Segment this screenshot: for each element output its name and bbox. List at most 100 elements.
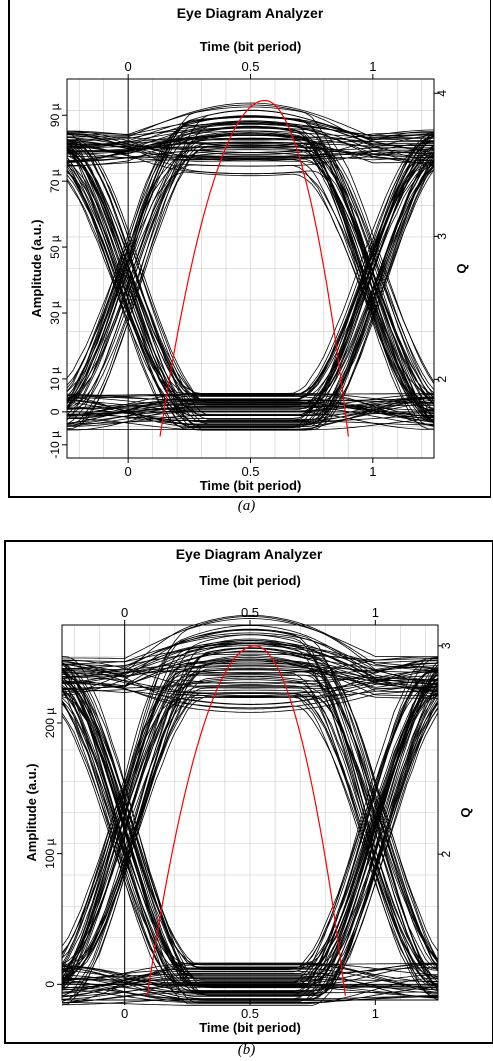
eye-trace: [61, 628, 439, 983]
q-tick-label: 3: [435, 233, 449, 240]
eye-trace: [67, 413, 435, 422]
eye-trace: [61, 679, 438, 699]
eye-trace: [66, 140, 435, 417]
x-tick-label-bottom: 1: [372, 1006, 379, 1021]
eye-trace: [61, 643, 439, 980]
eye-trace: [61, 632, 439, 681]
eye-trace: [61, 659, 439, 974]
eye-trace: [66, 126, 435, 415]
x-tick-label-top: 0: [125, 59, 132, 74]
y-tick-label: 0: [48, 408, 62, 415]
eye-trace: [61, 681, 439, 713]
eye-diagram-panel-a: Eye Diagram Analyzer 0 0 0.5 0.5 1 1 Time (bit…: [8, 0, 491, 498]
y-tick-label: 200 µ: [43, 708, 57, 738]
eye-trace: [61, 962, 439, 1004]
eye-trace: [66, 141, 435, 396]
eye-trace: [67, 109, 435, 410]
q-factor-curve: [146, 645, 346, 996]
x-tick-label-top: 0.5: [241, 59, 259, 74]
x-tick-label-bottom: 0: [121, 1006, 128, 1021]
eye-trace: [66, 141, 434, 429]
eye-diagram-panel-b: Eye Diagram Analyzer 0 0 0.5 0.5 1 1 Time (bit…: [4, 540, 493, 1044]
eye-trace: [61, 991, 438, 1003]
eye-trace: [66, 137, 435, 161]
x-tick-label-bottom: 0: [125, 464, 132, 479]
q-tick-label: 4: [435, 90, 449, 97]
eye-trace: [66, 139, 435, 418]
eye-trace: [61, 656, 439, 955]
x-tick-label-top: 1: [369, 59, 376, 74]
eye-trace: [61, 696, 439, 997]
eye-trace: [66, 411, 434, 430]
eye-trace: [61, 669, 439, 968]
eye-trace: [61, 681, 439, 970]
eye-trace: [66, 123, 435, 426]
eye-trace: [66, 136, 435, 163]
chart-title: Eye Diagram Analyzer: [176, 5, 324, 21]
chart-title: Eye Diagram Analyzer: [175, 546, 323, 562]
caption-b: (b): [237, 1042, 256, 1058]
y-tick-label: 0: [43, 981, 57, 988]
eye-trace: [61, 681, 439, 995]
eye-trace: [61, 663, 439, 982]
q-factor-curve: [159, 99, 349, 437]
q-tick-label: 2: [435, 376, 449, 383]
eye-trace: [66, 146, 435, 164]
eye-trace: [66, 141, 435, 425]
eye-trace: [61, 665, 438, 677]
x-tick-label-bottom: 0.5: [241, 464, 259, 479]
eye-trace: [66, 398, 434, 424]
eye-diagram-chart-a: 0 0 0.5 0.5 1 1 Time (bit period) Time (bit per…: [29, 39, 469, 493]
y-tick-label: 90 µ: [48, 103, 62, 127]
x-tick-label-top: 0: [121, 605, 128, 620]
q-axis-label: Q: [458, 807, 473, 817]
eye-trace: [66, 152, 435, 425]
eye-trace: [66, 163, 435, 424]
eye-trace: [61, 963, 438, 998]
x-tick-label-bottom: 0.5: [241, 1006, 259, 1021]
x-tick-label-top: 0.5: [241, 605, 259, 620]
eye-trace: [66, 132, 435, 146]
eye-trace: [61, 970, 438, 987]
eye-trace: [66, 141, 434, 394]
y-axis-label: Amplitude (a.u.): [24, 763, 39, 861]
eye-trace: [67, 405, 435, 431]
eye-traces: [61, 614, 439, 1006]
eye-trace: [66, 135, 434, 163]
eye-trace: [61, 715, 438, 985]
eye-trace: [66, 104, 434, 155]
y-axis-label: Amplitude (a.u.): [29, 219, 44, 317]
eye-trace: [62, 701, 439, 992]
eye-trace: [66, 163, 435, 410]
y-tick-label: 50 µ: [48, 235, 62, 259]
eye-trace: [61, 672, 438, 995]
eye-trace: [66, 141, 434, 162]
eye-trace: [62, 655, 439, 688]
x-axis-label-top: Time (bit period): [200, 39, 302, 54]
q-tick-label: 3: [439, 642, 453, 649]
eye-trace: [61, 634, 439, 986]
eye-trace: [67, 137, 435, 404]
eye-trace: [61, 695, 439, 993]
eye-trace: [66, 149, 435, 422]
eye-trace: [61, 676, 439, 971]
q-tick-label: 2: [439, 851, 453, 858]
x-tick-label-bottom: 1: [369, 464, 376, 479]
eye-trace: [62, 665, 439, 685]
eye-trace: [67, 115, 435, 140]
eye-traces: [66, 102, 435, 431]
eye-trace: [62, 647, 439, 965]
eye-trace: [66, 138, 435, 425]
y-tick-label: 70 µ: [48, 169, 62, 193]
eye-trace: [61, 680, 439, 983]
q-axis-label: Q: [454, 263, 469, 273]
y-tick-label: -10 µ: [48, 431, 62, 459]
y-tick-label: 100 µ: [43, 838, 57, 868]
eye-diagram-chart-b: 0 0 0.5 0.5 1 1 Time (bit period) Time (bit per…: [24, 573, 473, 1035]
x-axis-label-bottom: Time (bit period): [200, 478, 302, 493]
x-tick-label-top: 1: [372, 605, 379, 620]
eye-trace: [66, 147, 434, 401]
eye-trace: [61, 677, 439, 989]
eye-trace: [61, 684, 438, 982]
eye-trace: [61, 664, 439, 987]
